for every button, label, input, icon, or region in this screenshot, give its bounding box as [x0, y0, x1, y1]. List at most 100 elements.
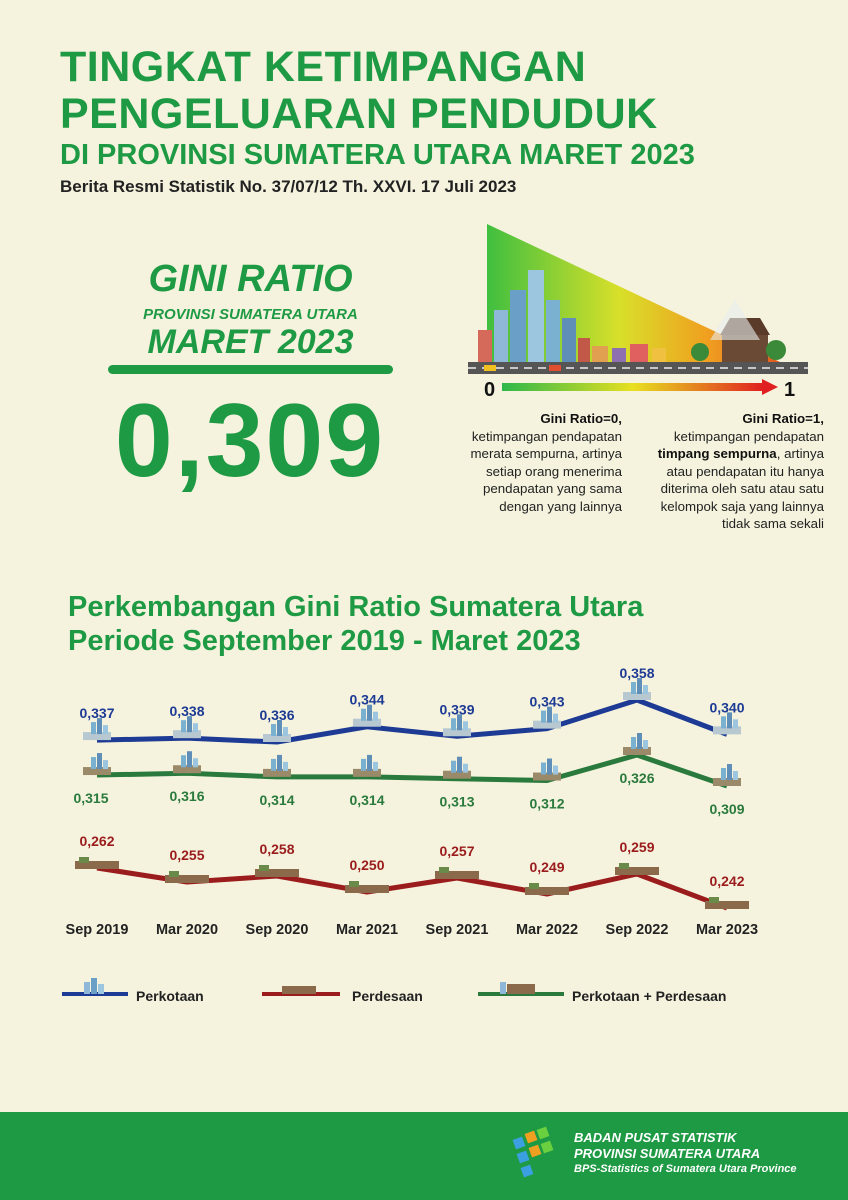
- title-line-1: TINGKAT KETIMPANGAN: [60, 43, 587, 91]
- data-label: 0,340: [709, 699, 744, 715]
- series-line-0: [96, 697, 728, 745]
- data-label: 0,344: [349, 692, 384, 708]
- gini-divider: [108, 365, 393, 374]
- gini-label-1: GINI RATIO: [148, 258, 353, 300]
- data-label: 0,315: [73, 790, 108, 806]
- data-point-marker: [353, 704, 381, 727]
- chart-title: Perkembangan Gini Ratio Sumatera Utara P…: [68, 590, 643, 658]
- footer: [0, 1112, 848, 1200]
- data-point-marker: [713, 764, 741, 786]
- data-label: 0,255: [169, 847, 204, 863]
- title-line-3: DI PROVINSI SUMATERA UTARA MARET 2023: [60, 139, 695, 171]
- gini-zero-title: Gini Ratio=0,: [540, 411, 622, 426]
- x-tick-label: Sep 2019: [66, 922, 129, 938]
- data-label: 0,313: [439, 794, 474, 810]
- gini-one-explanation: Gini Ratio=1, ketimpangan pendapatan tim…: [652, 410, 824, 533]
- data-label: 0,343: [529, 694, 564, 710]
- data-label: 0,250: [349, 857, 384, 873]
- data-point-marker: [435, 867, 479, 879]
- legend: [62, 978, 564, 996]
- legend-label-perkotaan: Perkotaan: [136, 988, 204, 1004]
- data-point-marker: [533, 706, 561, 729]
- data-point-marker: [83, 753, 111, 776]
- legend-perdesaan: [262, 986, 340, 996]
- data-point-marker: [533, 758, 561, 781]
- chart-title-line-2: Periode September 2019 - Maret 2023: [68, 625, 581, 657]
- x-tick-label: Mar 2021: [336, 922, 398, 938]
- data-point-marker: [83, 718, 111, 741]
- gini-label-2: PROVINSI SUMATERA UTARA: [143, 306, 358, 323]
- gini-zero-explanation: Gini Ratio=0, ketimpangan pendapatan mer…: [452, 410, 622, 515]
- x-tick-label: Sep 2020: [246, 922, 309, 938]
- legend-gabungan: [478, 982, 564, 996]
- x-tick-label: Mar 2020: [156, 922, 218, 938]
- gini-one-text2: , artinya atau pendapatan itu hanya dite…: [660, 446, 824, 531]
- data-point-marker: [165, 871, 209, 883]
- data-label: 0,259: [619, 839, 654, 855]
- city-icon: [478, 270, 666, 362]
- data-label: 0,262: [79, 833, 114, 849]
- x-tick-label: Sep 2021: [426, 922, 489, 938]
- data-label: 0,358: [619, 665, 654, 681]
- scale-max-label: 1: [784, 379, 795, 401]
- data-point-marker: [353, 754, 381, 777]
- page-title: TINGKAT KETIMPANGAN PENGELUARAN PENDUDUK: [60, 44, 658, 138]
- gini-one-bold: timpang sempurna: [657, 446, 777, 461]
- gini-one-title: Gini Ratio=1,: [742, 411, 824, 426]
- data-point-marker: [705, 897, 749, 909]
- data-label: 0,326: [619, 770, 654, 786]
- data-point-marker: [713, 712, 741, 735]
- data-point-marker: [173, 716, 201, 739]
- footer-org-line2: PROVINSI SUMATERA UTARA: [574, 1146, 761, 1161]
- gini-label-3: MARET 2023: [147, 323, 354, 361]
- bps-logo-icon: [512, 1126, 554, 1178]
- data-point-marker: [615, 863, 659, 875]
- gini-zero-text: ketimpangan pendapatan merata sempurna, …: [470, 428, 622, 514]
- data-point-marker: [173, 751, 201, 774]
- title-line-2: PENGELUARAN PENDUDUK: [60, 90, 658, 138]
- legend-perkotaan: [62, 978, 128, 996]
- footer-org-line3: BPS-Statistics of Sumatera Utara Provinc…: [574, 1163, 797, 1175]
- gini-trend-chart: 0,337 0,338 0,336 0,344 0,339 0,343 0,358 0,340…: [66, 665, 758, 938]
- x-tick-label: Mar 2022: [516, 922, 578, 938]
- data-label: 0,316: [169, 788, 204, 804]
- subtitle: Berita Resmi Statistik No. 37/07/12 Th. …: [60, 177, 517, 196]
- data-point-marker: [263, 754, 291, 777]
- gini-scale-arrowhead: [762, 379, 778, 395]
- data-label: 0,258: [259, 841, 294, 857]
- x-tick-label: Sep 2022: [606, 922, 669, 938]
- data-point-marker: [263, 720, 291, 742]
- village-icon: [691, 300, 786, 362]
- road: [468, 362, 808, 374]
- data-point-marker: [345, 881, 389, 893]
- data-label: 0,314: [349, 792, 384, 808]
- data-label: 0,338: [169, 703, 204, 719]
- gini-one-text1: ketimpangan pendapatan: [673, 428, 824, 444]
- scale-min-label: 0: [484, 379, 495, 401]
- data-point-marker: [443, 714, 471, 737]
- series-line-1: [96, 752, 728, 789]
- data-point-marker: [443, 756, 471, 779]
- data-point-marker: [525, 883, 569, 895]
- data-label: 0,337: [79, 705, 114, 721]
- legend-label-perdesaan: Perdesaan: [352, 988, 423, 1004]
- inequality-triangle: [487, 224, 780, 362]
- gini-value: 0,309: [114, 383, 386, 499]
- legend-label-gabungan: Perkotaan + Perdesaan: [572, 988, 727, 1004]
- data-label: 0,336: [259, 707, 294, 723]
- data-point-marker: [75, 857, 119, 869]
- data-label: 0,339: [439, 701, 474, 717]
- data-label: 0,309: [709, 801, 744, 817]
- data-label: 0,312: [529, 796, 564, 812]
- gini-scale-bar: [502, 383, 764, 391]
- chart-title-line-1: Perkembangan Gini Ratio Sumatera Utara: [68, 591, 644, 623]
- x-tick-label: Mar 2023: [696, 922, 758, 938]
- data-label: 0,242: [709, 873, 744, 889]
- data-label: 0,314: [259, 792, 294, 808]
- data-point-marker: [623, 733, 651, 755]
- data-point-marker: [623, 678, 651, 700]
- footer-org-line1: BADAN PUSAT STATISTIK: [574, 1130, 737, 1145]
- data-label: 0,249: [529, 859, 564, 875]
- data-label: 0,257: [439, 843, 474, 859]
- data-point-marker: [255, 865, 299, 877]
